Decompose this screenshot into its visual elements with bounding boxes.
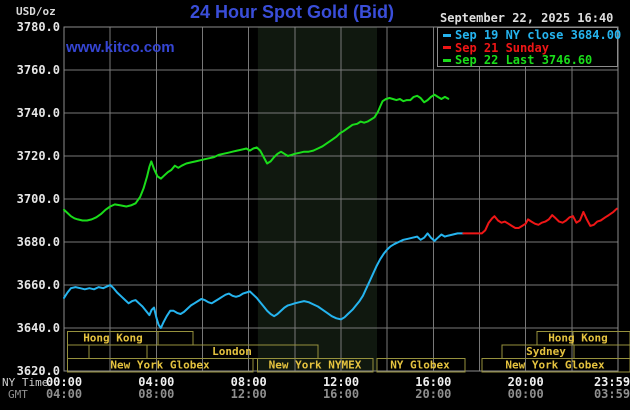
y-tick-label: 3720.0 <box>16 148 60 163</box>
y-tick-label: 3760.0 <box>16 62 60 77</box>
chart-datetime: September 22, 2025 16:40 <box>440 11 614 25</box>
session-label: Hong Kong <box>83 332 143 345</box>
legend-item-label: Sep 22 Last 3746.60 <box>455 53 593 68</box>
ny-time-tick-label: 08:00 <box>230 375 267 389</box>
session-label: New York Globex <box>505 359 605 372</box>
ny-time-axis-label: NY Time <box>2 376 49 389</box>
session-label: Sydney <box>526 345 566 358</box>
ny-time-tick-label: 20:00 <box>507 375 544 389</box>
ny-time-tick-label: 00:00 <box>45 375 83 389</box>
price-line-sep19 <box>63 232 465 329</box>
price-line-sep22 <box>63 93 450 222</box>
ny-time-tick-label: 16:00 <box>415 375 452 389</box>
session-box <box>88 344 148 359</box>
gmt-tick-label: 08:00 <box>138 387 175 401</box>
session-label: NY Globex <box>390 359 450 372</box>
session-box <box>67 358 254 373</box>
session-label: New York NYMEX <box>269 359 362 372</box>
gmt-tick-label: 00:00 <box>507 387 544 401</box>
gmt-tick-label: 04:00 <box>45 387 83 401</box>
legend-item: Sep 22 Last 3746.60 <box>442 53 617 68</box>
legend-item: Sep 19 NY close 3684.00 <box>442 28 621 42</box>
session-box <box>257 358 374 373</box>
legend-item-label: Sep 21 Sunday <box>455 40 549 55</box>
gmt-axis-label: GMT <box>8 388 28 401</box>
y-tick-label: 3620.0 <box>16 363 60 378</box>
price-line-sep21 <box>462 207 618 235</box>
ny-time-tick-label: 12:00 <box>322 375 360 389</box>
session-label: Hong Kong <box>548 332 608 345</box>
y-tick-label: 3780.0 <box>16 19 60 34</box>
ny-time-tick-label: 23:59 <box>593 375 630 389</box>
legend-item-label: Sep 19 NY close 3684.00 <box>455 28 622 43</box>
kitco-watermark-link[interactable]: www.kitco.com <box>66 39 175 56</box>
session-box <box>481 358 630 373</box>
session-label: London <box>212 345 252 358</box>
gmt-tick-label: 16:00 <box>322 387 360 401</box>
ny-time-tick-label: 04:00 <box>138 375 175 389</box>
legend-dash-icon <box>443 46 451 50</box>
y-tick-label: 3700.0 <box>16 191 60 206</box>
session-box <box>376 358 466 373</box>
plot-border <box>63 26 619 372</box>
y-tick-label: 3740.0 <box>16 105 60 120</box>
legend-item: Sep 21 Sunday <box>442 40 617 55</box>
gmt-tick-label: 03:59 <box>593 387 630 401</box>
y-axis-unit-label: USD/oz <box>16 5 56 18</box>
session-label: New York Globex <box>110 359 210 372</box>
legend: Sep 19 NY close 3684.00 Sep 21 Sunday Sep … <box>437 27 621 68</box>
y-tick-label: 3660.0 <box>16 277 60 292</box>
gmt-tick-label: 12:00 <box>230 387 267 401</box>
gmt-tick-label: 20:00 <box>415 387 452 401</box>
session-box <box>157 331 194 346</box>
chart-title: 24 Hour Spot Gold (Bid) <box>190 2 394 22</box>
y-tick-label: 3640.0 <box>16 320 60 335</box>
legend-dash-icon <box>443 33 451 37</box>
session-box <box>573 344 630 359</box>
y-tick-label: 3680.0 <box>16 234 60 249</box>
session-box <box>67 344 90 359</box>
legend-dash-icon <box>443 58 451 62</box>
